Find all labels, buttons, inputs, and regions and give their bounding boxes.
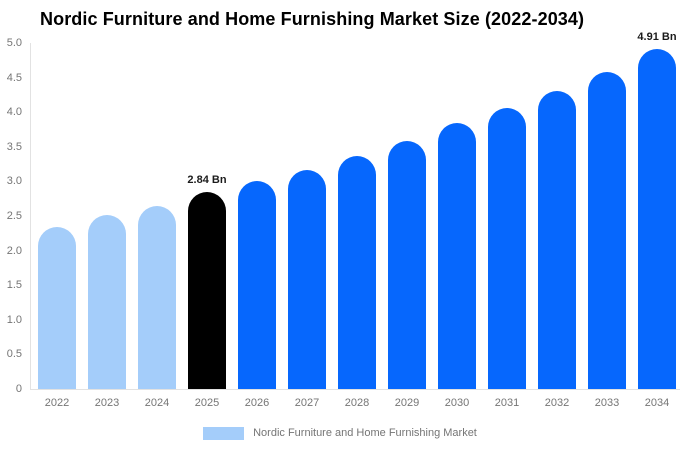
bar-2025[interactable] (188, 192, 226, 389)
y-tick-label: 1.5 (6, 279, 22, 292)
bar-2032[interactable] (538, 90, 576, 389)
x-tick-label-2023: 2023 (94, 397, 120, 409)
x-tick-label-2031: 2031 (494, 397, 520, 409)
bar-2034[interactable] (638, 49, 676, 389)
x-tick-label-2028: 2028 (344, 397, 370, 409)
y-tick-label: 4.0 (6, 106, 22, 119)
bar-2029[interactable] (388, 141, 426, 389)
data-label-2025: 2.84 Bn (187, 174, 227, 187)
bar-2031[interactable] (488, 108, 526, 389)
legend-swatch-icon (203, 426, 245, 440)
bar-2033[interactable] (588, 72, 626, 389)
y-tick-label: 0.5 (6, 348, 22, 361)
legend-label: Nordic Furniture and Home Furnishing Mar… (253, 427, 477, 439)
y-tick-label: 4.5 (6, 71, 22, 84)
y-tick-label: 3.0 (6, 175, 22, 188)
bar-2030[interactable] (438, 122, 476, 389)
bar-2022[interactable] (38, 227, 76, 389)
y-axis: 0 0.5 1.0 1.5 2.0 2.5 3.0 3.5 4.0 4.5 5.0 (0, 37, 25, 395)
x-tick-label-2029: 2029 (394, 397, 420, 409)
legend-item[interactable]: Nordic Furniture and Home Furnishing Mar… (0, 425, 680, 441)
y-tick-label: 2.5 (6, 210, 22, 222)
x-tick-label-2034: 2034 (644, 397, 670, 409)
x-tick-label-2024: 2024 (144, 397, 170, 409)
y-tick-label: 3.5 (6, 140, 22, 153)
x-tick-label-2030: 2030 (444, 397, 470, 409)
x-tick-label-2032: 2032 (544, 397, 570, 409)
y-tick-label: 0 (15, 383, 22, 395)
bar-2023[interactable] (88, 215, 126, 389)
data-label-2034: 4.91 Bn (637, 31, 677, 44)
x-tick-label-2027: 2027 (294, 397, 320, 409)
bar-2026[interactable] (238, 181, 276, 389)
x-tick-label-2022: 2022 (44, 397, 70, 409)
x-tick-label-2025: 2025 (194, 397, 220, 409)
y-tick-label: 2.0 (6, 244, 22, 257)
x-tick-label-2026: 2026 (244, 397, 270, 409)
bar-2028[interactable] (338, 155, 376, 389)
y-tick-label: 5.0 (6, 37, 22, 49)
plot-area: 2022 2023 2024 2.84 Bn 2025 2026 2027 2028 2029 2… (30, 31, 680, 409)
bar-2027[interactable] (288, 170, 326, 389)
y-tick-label: 1.0 (6, 313, 22, 326)
x-tick-label-2033: 2033 (594, 397, 620, 409)
bar-2024[interactable] (138, 206, 176, 389)
chart-title: Nordic Furniture and Home Furnishing Mar… (40, 9, 585, 29)
